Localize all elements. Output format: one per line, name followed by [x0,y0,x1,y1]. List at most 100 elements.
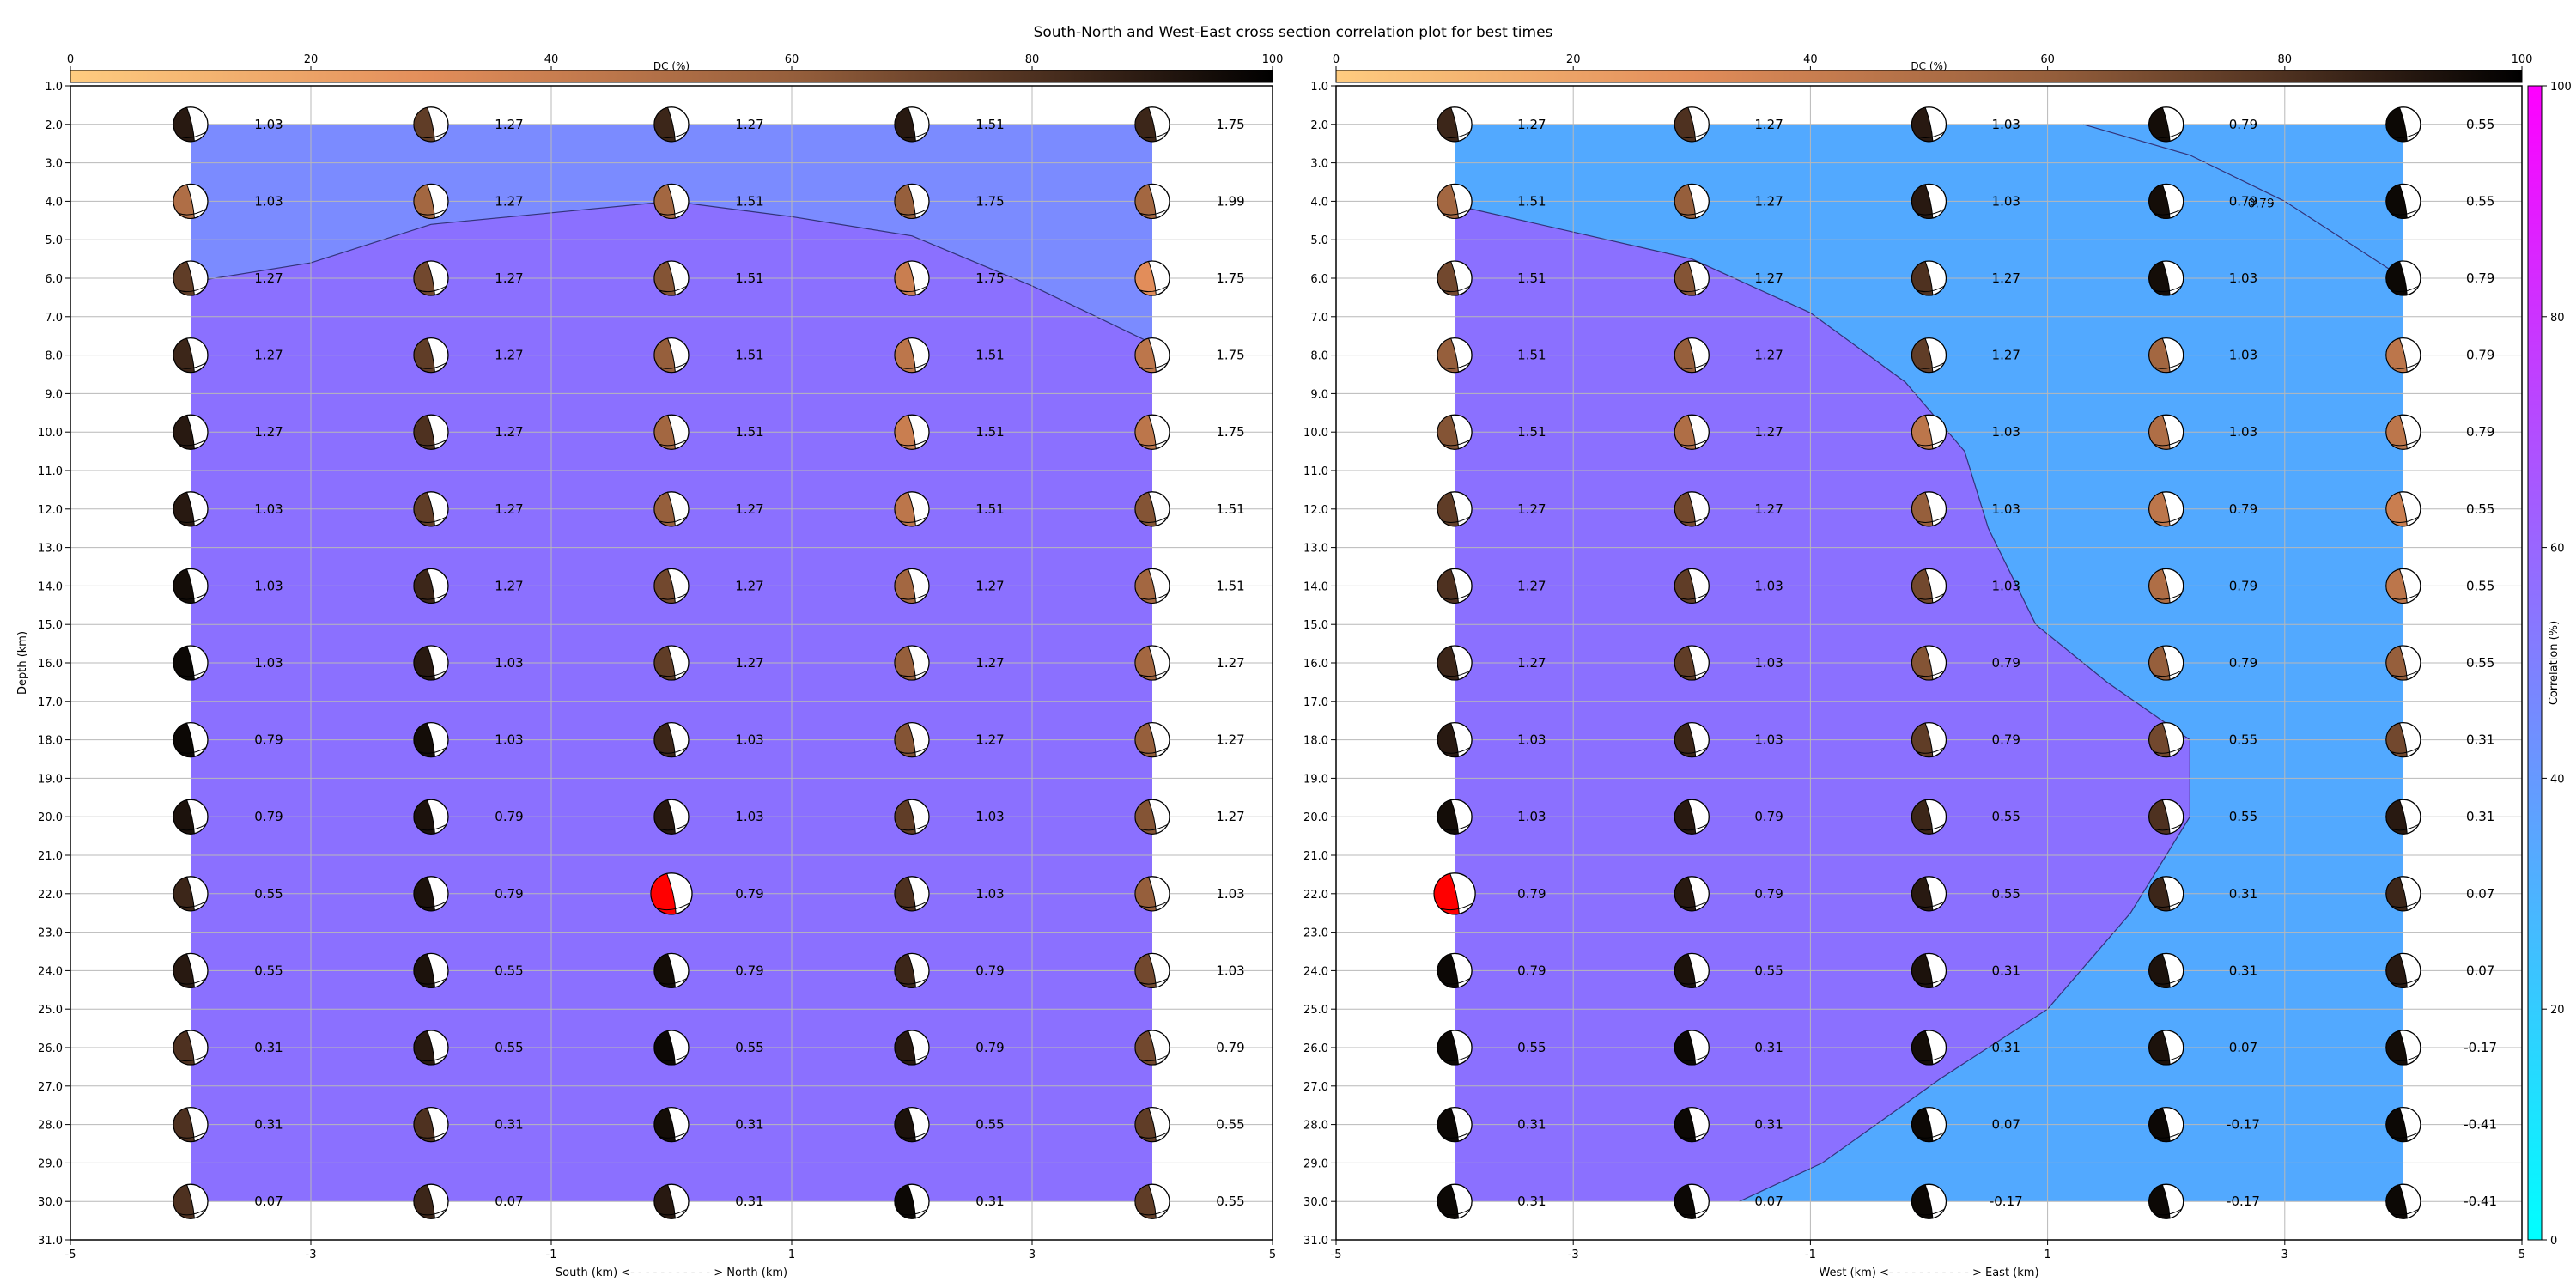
beachball [173,1106,209,1143]
beachball [894,721,930,758]
y-tick-label: 11.0 [38,465,63,478]
correlation-value: 1.51 [975,501,1004,517]
y-tick-label: 21.0 [38,850,63,863]
y-tick-label: 6.0 [45,273,63,286]
correlation-value: 1.27 [1216,809,1244,824]
correlation-value: 1.27 [495,117,523,132]
correlation-value: 0.07 [1992,1117,2020,1133]
correlation-value: 1.51 [735,348,763,363]
correlation-value: 1.03 [1992,117,2020,132]
correlation-value: 0.79 [1992,655,2020,671]
correlation-value: 0.07 [495,1194,523,1209]
dc-colorbar-label: DC (%) [1911,60,1947,72]
correlation-value: 1.51 [735,424,763,440]
beachball [1134,645,1170,681]
correlation-value: 0.31 [2229,886,2257,902]
y-tick-label: 6.0 [1310,273,1328,286]
beachball [1911,1183,1947,1219]
correlation-value: -0.17 [2464,1040,2497,1055]
y-tick-label: 21.0 [1303,850,1328,863]
beachball [1437,106,1473,143]
y-tick-label: 24.0 [38,965,63,978]
correlation-value: -0.41 [2464,1117,2497,1133]
y-tick-label: 11.0 [1303,465,1328,478]
dc-tick-label: 100 [2512,53,2533,66]
y-tick-label: 9.0 [1310,388,1328,401]
beachball [2385,952,2421,989]
y-tick-label: 1.0 [1310,81,1328,94]
dc-tick-label: 60 [785,53,799,66]
beachball [894,337,930,374]
y-tick-label: 3.0 [1310,158,1328,171]
correlation-value: 1.27 [1216,732,1244,748]
beachball [173,645,209,681]
correlation-value: 0.55 [1517,1040,1546,1055]
correlation-value: 0.55 [2466,501,2494,517]
correlation-value: 1.27 [1992,348,2020,363]
beachball [1134,721,1170,758]
correlation-value: 1.75 [1216,348,1244,363]
correlation-value: 1.51 [975,117,1004,132]
beachball [2148,491,2184,527]
correlation-value: 1.27 [975,655,1004,671]
correlation-value: 1.27 [1517,655,1546,671]
correlation-value: 0.55 [2466,193,2494,209]
beachball [1674,568,1710,605]
correlation-value: 0.31 [735,1117,763,1133]
beachball [653,952,690,989]
beachball [1437,491,1473,527]
correlation-value: 0.55 [1216,1194,1244,1209]
beachball [2148,337,2184,374]
beachball [1134,1030,1170,1066]
y-tick-label: 29.0 [38,1157,63,1170]
correlation-value: -0.17 [2227,1194,2260,1209]
beachball [413,1106,449,1143]
x-tick-label: 1 [788,1249,795,1261]
x-tick-label: -5 [65,1249,76,1261]
beachball [173,337,209,374]
y-tick-label: 12.0 [1303,504,1328,517]
figure-title: South-North and West-East cross section … [1034,24,1553,41]
y-tick-label: 4.0 [1310,196,1328,209]
correlation-value: 1.27 [254,424,283,440]
correlation-value: 0.31 [735,1194,763,1209]
beachball [894,876,930,912]
beachball [413,337,449,374]
correlation-value: 0.79 [2466,424,2494,440]
beachball [2385,799,2421,835]
beachball [2385,260,2421,296]
beachball [1911,799,1947,835]
y-tick-label: 19.0 [38,773,63,786]
dc-tick-label: 20 [304,53,319,66]
correlation-value: 0.79 [2466,348,2494,363]
correlation-value: 1.27 [1517,117,1546,132]
beachball [1437,414,1473,450]
correlation-value: 1.27 [1754,501,1783,517]
beachball [2385,568,2421,605]
beachball [1674,260,1710,296]
beachball [413,799,449,835]
beachball [653,1106,690,1143]
correlation-value: 1.99 [1216,193,1244,209]
correlation-value: 0.55 [2466,578,2494,593]
correlation-value: 0.55 [2466,117,2494,132]
correlation-value: 1.03 [1992,501,2020,517]
y-tick-label: 27.0 [38,1081,63,1094]
correlation-value: 0.31 [495,1117,523,1133]
dc-colorbar: 0 20 40 60 80 100 DC (%) [1333,53,2533,83]
dc-tick-label: 40 [544,53,559,66]
y-tick-label: 30.0 [1303,1196,1328,1209]
beachball [1134,568,1170,605]
correlation-value: 1.27 [1992,270,2020,286]
correlation-value: 1.27 [735,501,763,517]
y-tick-label: 16.0 [1303,658,1328,671]
beachball [2148,952,2184,989]
beachball [2148,876,2184,912]
beachball [2148,721,2184,758]
y-tick-label: 18.0 [38,735,63,748]
x-tick-label: 3 [2281,1249,2288,1261]
beachball [173,106,209,143]
correlation-value: 1.27 [254,348,283,363]
x-tick-label: 3 [1029,1249,1036,1261]
beachball [653,183,690,220]
